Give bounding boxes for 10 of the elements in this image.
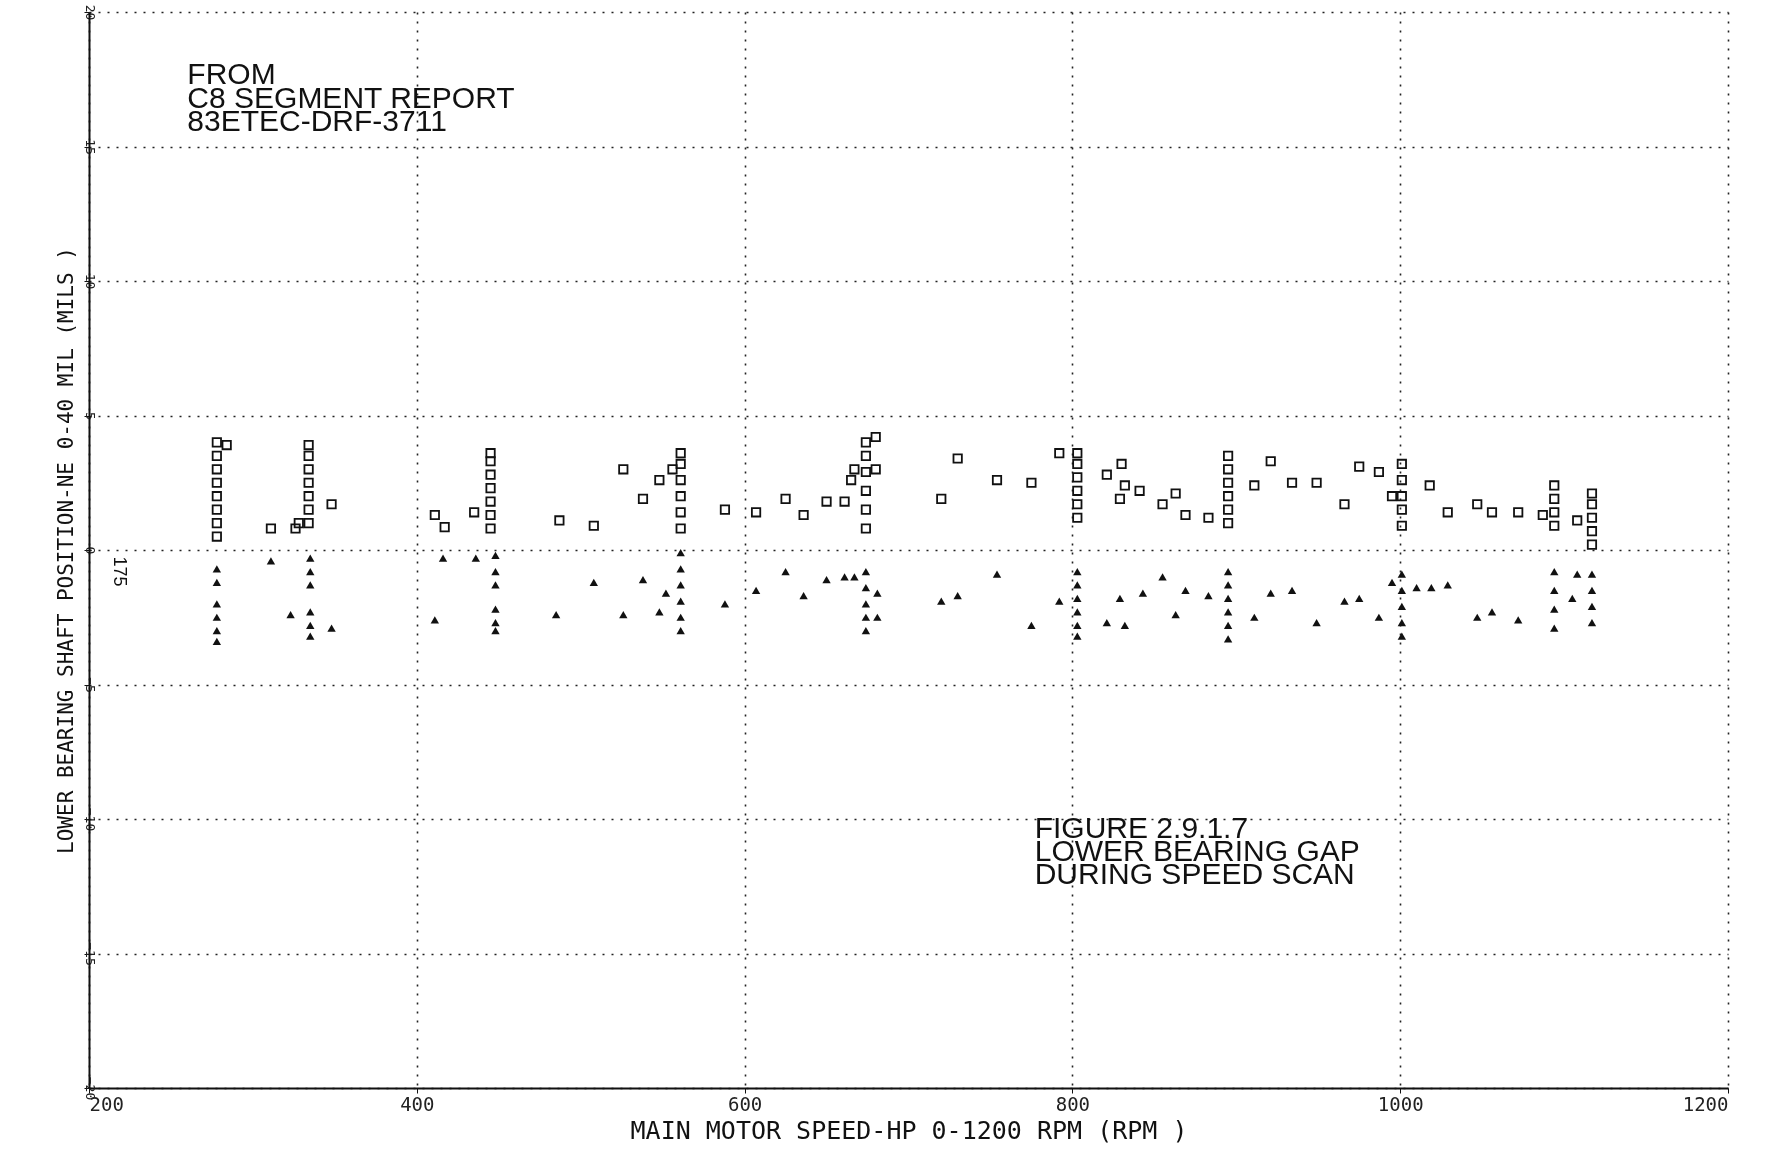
x-tick-label: 800 (1055, 1092, 1091, 1115)
annotation: FROM C8 SEGMENT REPORT 83ETEC-DRF-3711 (187, 57, 515, 138)
x-tick-label: 1200 (1682, 1092, 1729, 1115)
x-tick-label: 600 (727, 1092, 763, 1115)
x-tick-label: 400 (400, 1092, 435, 1115)
x-axis-title: MAIN MOTOR SPEED-HP 0-1200 RPM (RPM ) (630, 1115, 1188, 1145)
x-tick-label: 1000 (1377, 1092, 1424, 1115)
annotation: 175 (110, 556, 131, 587)
y-axis-title: LOWER BEARING SHAFT POSITION-NE 0-40 MIL (MILS ) (53, 247, 78, 854)
annotation: FIGURE 2.9.1.7 LOWER BEARING GAP DURING SPEED SCAN (1034, 810, 1360, 891)
